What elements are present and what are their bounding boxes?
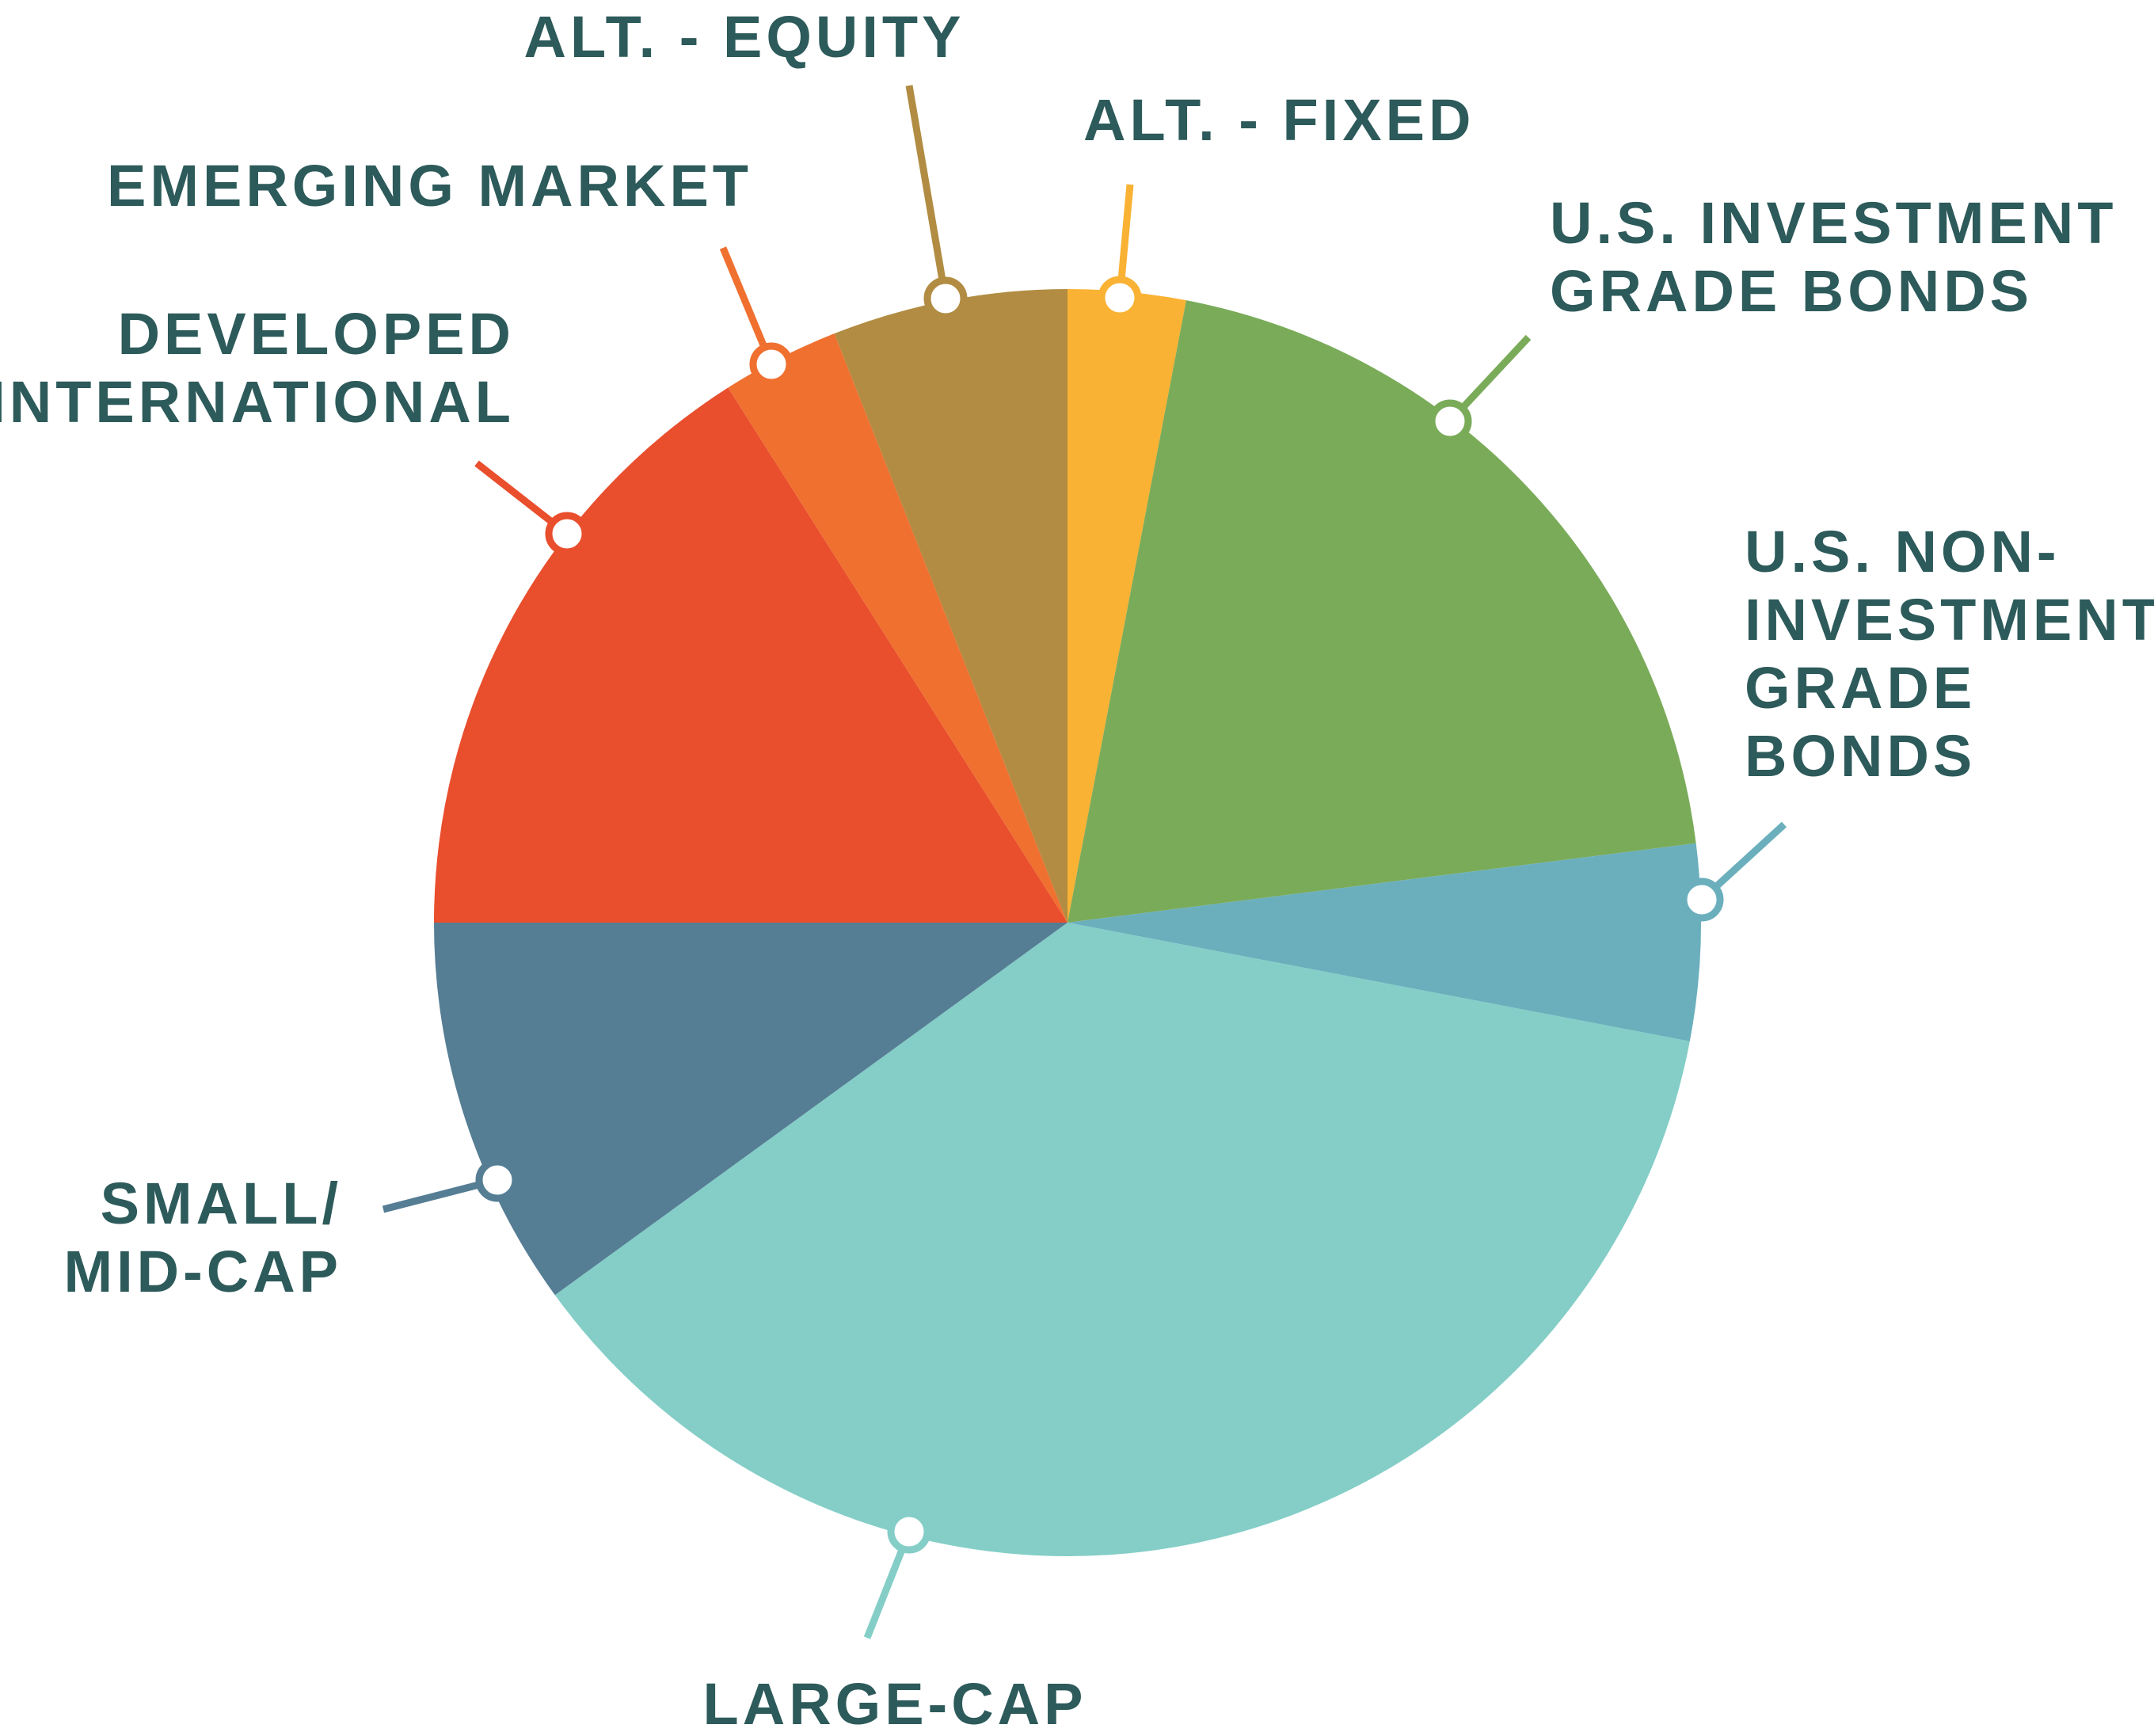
callout-dot — [545, 512, 589, 556]
callout-dot — [1428, 399, 1472, 444]
callout-dot — [923, 276, 968, 321]
callout-dot — [1680, 878, 1724, 922]
slice-label: ALT. - EQUITY — [524, 4, 965, 70]
callout-lines — [382, 85, 1787, 1639]
slice-label: LARGE-CAP — [703, 1671, 1087, 1736]
pie-slice-emerging-market — [728, 333, 1067, 923]
slice-label: ALT. - FIXED — [1083, 87, 1475, 153]
callout-dot — [475, 1158, 519, 1202]
callout-dot — [1098, 276, 1142, 320]
slice-label: SMALL/MID-CAP — [63, 1171, 342, 1304]
pie-slice-alt-fixed — [1067, 289, 1186, 923]
slice-labels: ALT. - FIXED U.S. INVESTMENT GRADE BONDS U.… — [0, 4, 2154, 1736]
slice-label: EMERGING MARKET — [107, 153, 752, 219]
pie-slice-small-mid-cap — [434, 923, 1067, 1296]
pie-slice-u-s-investment-grade-bonds — [1067, 300, 1696, 923]
pie-slices — [434, 289, 1701, 1556]
callout-dot — [749, 342, 793, 386]
callout-line — [905, 85, 950, 299]
slice-label: DEVELOPED INTERNATIONAL — [0, 301, 515, 435]
pie-slice-alt-equity — [834, 289, 1067, 923]
pie-slice-u-s-non-investment-grade-bonds — [1067, 843, 1701, 1041]
callout-dot — [887, 1509, 931, 1554]
slice-label: U.S. INVESTMENT GRADE BONDS — [1550, 190, 2117, 324]
pie-slice-developed-international — [434, 387, 1067, 923]
slice-label: U.S. NON-INVESTMENT GRADE BONDS — [1745, 519, 2154, 789]
pie-slice-large-cap — [554, 923, 1690, 1556]
